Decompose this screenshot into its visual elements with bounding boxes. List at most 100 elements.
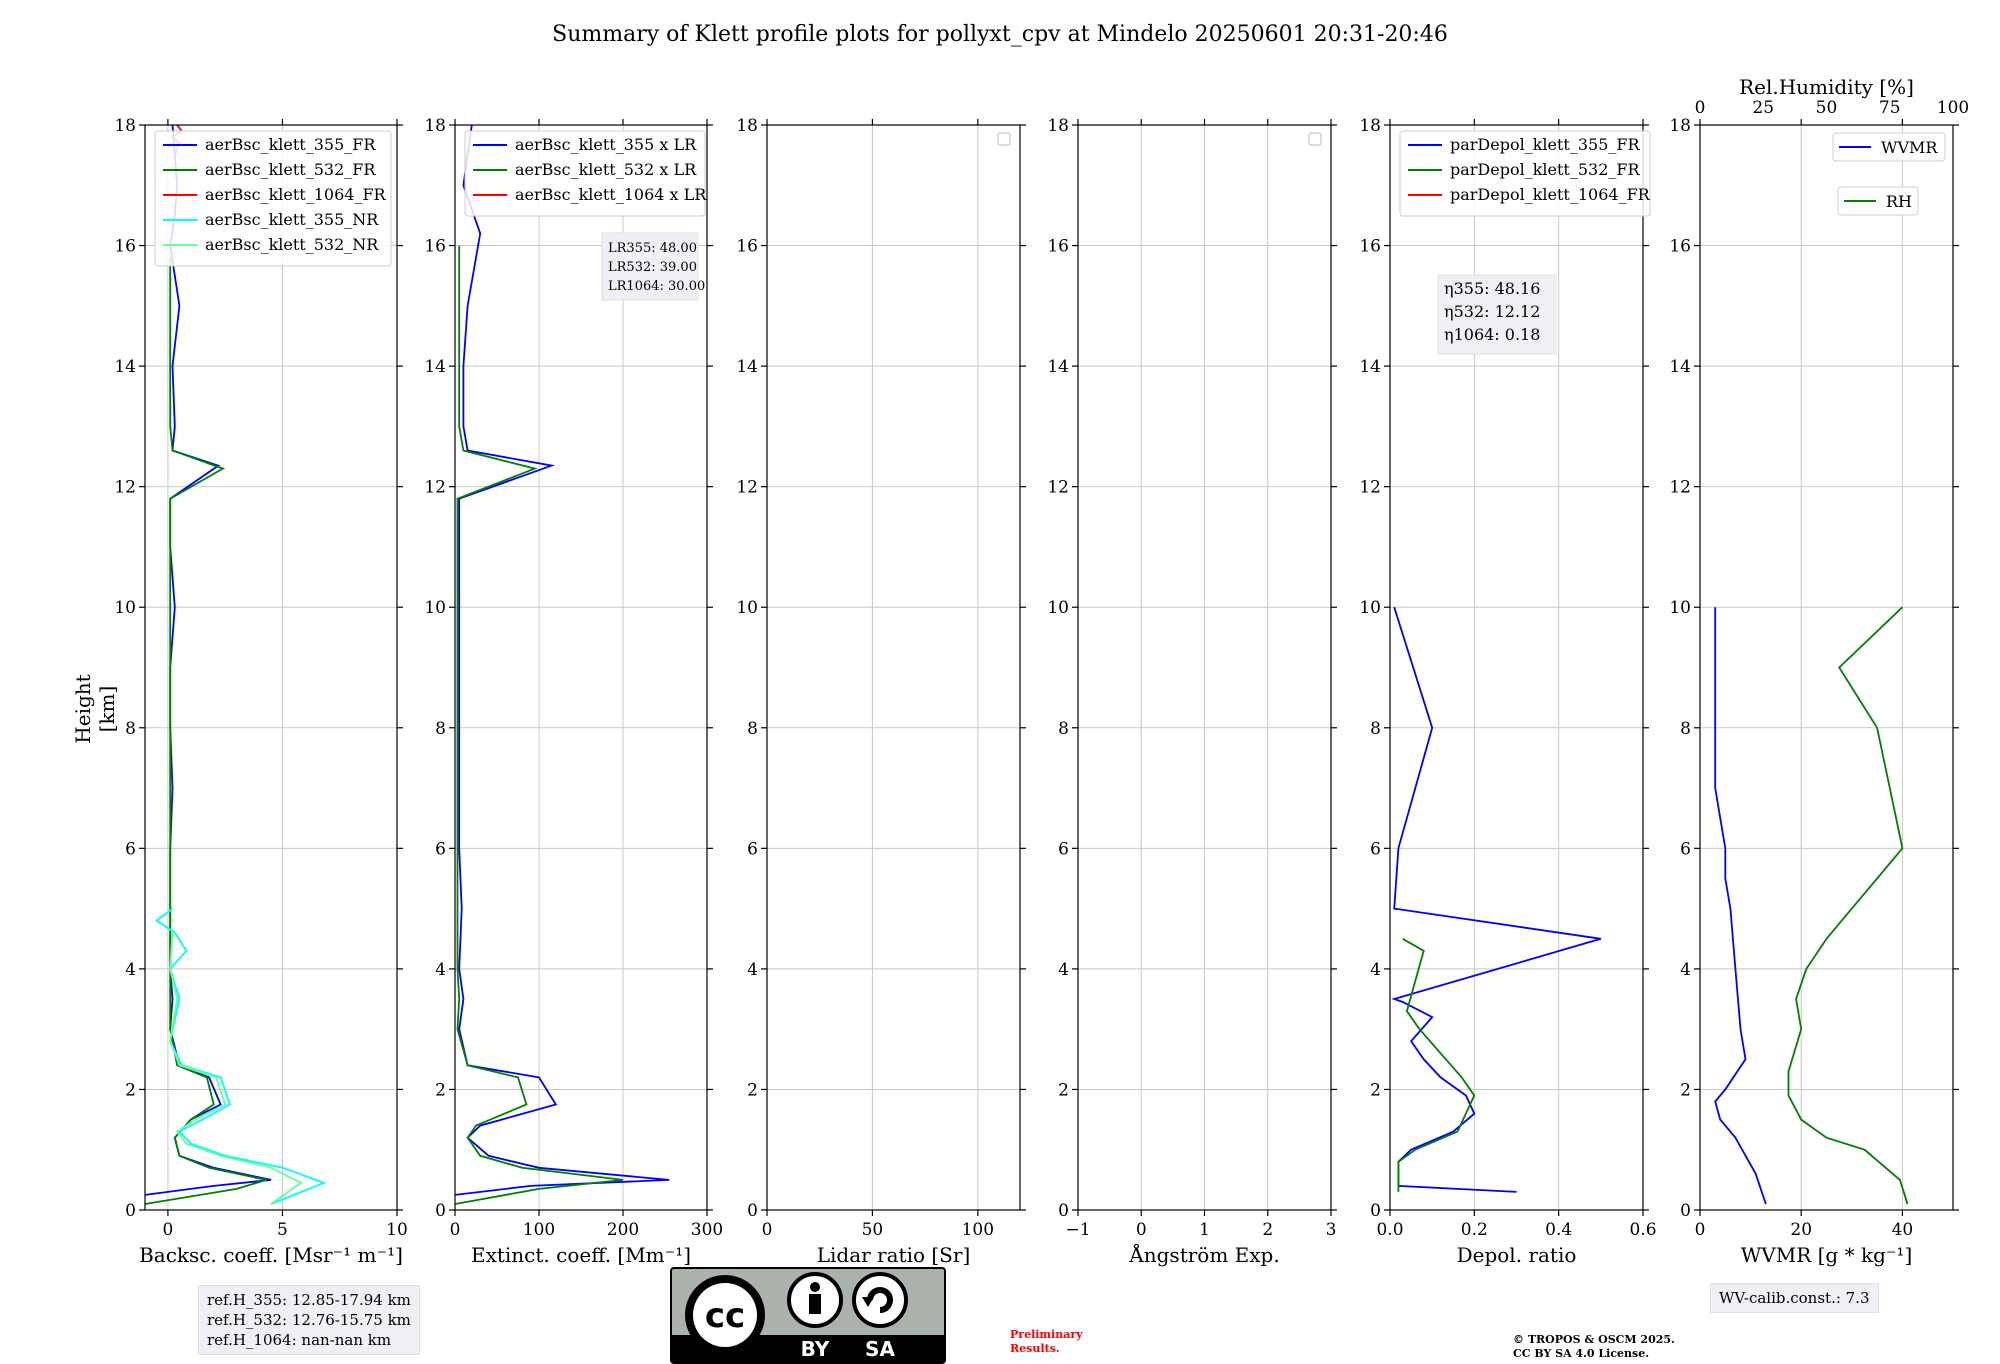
y-tick-label: 6 bbox=[435, 839, 446, 859]
ref-h-1064: ref.H_1064: nan-nan km bbox=[207, 1331, 392, 1349]
y-tick-label: 18 bbox=[1359, 116, 1381, 136]
legend-label: parDepol_klett_532_FR bbox=[1450, 160, 1641, 179]
y-tick-label: 10 bbox=[114, 598, 136, 618]
x2-tick-label: 0 bbox=[1695, 98, 1706, 118]
annotation-text: LR355: 48.00 bbox=[608, 241, 697, 256]
copyright-line-1: © TROPOS & OSCM 2025. bbox=[1513, 1333, 1675, 1346]
series-line bbox=[145, 257, 267, 1205]
series-line bbox=[1391, 606, 1602, 1193]
x2-tick-label: 100 bbox=[1937, 98, 1969, 118]
y-tick-label: 10 bbox=[1047, 598, 1069, 618]
x-axis-label: Extinct. coeff. [Mm⁻¹] bbox=[471, 1243, 691, 1267]
x-axis-label: Backsc. coeff. [Msr⁻¹ m⁻¹] bbox=[139, 1243, 403, 1267]
x-tick-label: 0.6 bbox=[1629, 1220, 1656, 1240]
y-tick-label: 18 bbox=[736, 116, 758, 136]
x-tick-label: −1 bbox=[1065, 1220, 1090, 1240]
x2-tick-label: 50 bbox=[1816, 98, 1838, 118]
legend-box bbox=[464, 130, 706, 217]
annotation-text: LR1064: 30.00 bbox=[608, 279, 705, 294]
x-tick-label: 3 bbox=[1326, 1220, 1337, 1240]
empty-legend bbox=[1308, 132, 1322, 146]
legend-label: aerBsc_klett_1064 x LR bbox=[515, 185, 707, 204]
series-line bbox=[455, 245, 624, 1205]
y-tick-label: 4 bbox=[1370, 960, 1381, 980]
y-tick-label: 4 bbox=[125, 960, 136, 980]
series-line bbox=[1714, 607, 1767, 1205]
cc-by-text: BY bbox=[801, 1337, 830, 1361]
annotation-text: η1064: 0.18 bbox=[1444, 325, 1540, 344]
x-axis-label: WVMR [g * kg⁻¹] bbox=[1741, 1243, 1913, 1267]
legend-box bbox=[1399, 130, 1651, 217]
y-tick-label: 12 bbox=[1669, 478, 1691, 498]
legend-label: aerBsc_klett_355_FR bbox=[205, 135, 376, 154]
x-tick-label: 0.2 bbox=[1461, 1220, 1488, 1240]
y-tick-label: 14 bbox=[1669, 357, 1691, 377]
series-line bbox=[169, 932, 303, 1205]
y-tick-label: 2 bbox=[1058, 1080, 1069, 1100]
x-tick-label: 300 bbox=[691, 1220, 723, 1240]
panel-lidar-ratio: 0 2 4 6 8 10 12 14 16 18 0 50 100 Lidar ratio [Sr] bbox=[736, 116, 1026, 1267]
x-tick-label: 0 bbox=[762, 1220, 773, 1240]
x2-axis-label: Rel.Humidity [%] bbox=[1739, 75, 1914, 99]
y-tick-label: 10 bbox=[1359, 598, 1381, 618]
copyright-note: © TROPOS & OSCM 2025. CC BY SA 4.0 Licen… bbox=[1513, 1333, 1675, 1361]
y-tick-label: 16 bbox=[1669, 237, 1691, 257]
y-tick-label: 12 bbox=[424, 478, 446, 498]
x-tick-label: 0.4 bbox=[1545, 1220, 1572, 1240]
y-tick-label: 0 bbox=[1058, 1201, 1069, 1221]
y-tick-label: 16 bbox=[114, 237, 136, 257]
panel-backscatter: 0 2 4 6 8 10 12 14 16 18 0 5 10 Backsc. coeff. [Msr⁻¹… bbox=[114, 116, 407, 1267]
y-tick-label: 12 bbox=[1047, 478, 1069, 498]
x-tick-label: 0.0 bbox=[1376, 1220, 1403, 1240]
figure-title: Summary of Klett profile plots for polly… bbox=[552, 22, 1448, 47]
y-tick-label: 2 bbox=[1370, 1080, 1381, 1100]
ref-h-355: ref.H_355: 12.85-17.94 km bbox=[207, 1291, 411, 1309]
svg-text:cc: cc bbox=[705, 1296, 745, 1336]
y-tick-label: 2 bbox=[435, 1080, 446, 1100]
y-tick-label: 6 bbox=[1058, 839, 1069, 859]
y-tick-label: 16 bbox=[1047, 237, 1069, 257]
y-tick-label: 16 bbox=[1359, 237, 1381, 257]
y-tick-label: 14 bbox=[736, 357, 758, 377]
copyright-line-2: CC BY SA 4.0 License. bbox=[1513, 1347, 1650, 1360]
y-tick-label: 10 bbox=[736, 598, 758, 618]
y-tick-label: 10 bbox=[424, 598, 446, 618]
legend-label: aerBsc_klett_1064_FR bbox=[205, 185, 387, 204]
y-tick-label: 18 bbox=[1669, 116, 1691, 136]
y-tick-label: 4 bbox=[1680, 960, 1691, 980]
y-tick-label: 2 bbox=[1680, 1080, 1691, 1100]
wv-calib-box: WV-calib.const.: 7.3 bbox=[1710, 1283, 1879, 1313]
x-tick-label: 0 bbox=[162, 1220, 173, 1240]
x-tick-label: 100 bbox=[523, 1220, 555, 1240]
y-tick-label: 10 bbox=[1669, 598, 1691, 618]
legend-label: aerBsc_klett_532 x LR bbox=[515, 160, 697, 179]
legend-label: aerBsc_klett_532_NR bbox=[205, 235, 379, 254]
x-tick-label: 0 bbox=[450, 1220, 461, 1240]
annotation-box bbox=[601, 232, 699, 301]
y-tick-label: 2 bbox=[125, 1080, 136, 1100]
y-tick-label: 8 bbox=[747, 719, 758, 739]
axes-frame bbox=[1699, 124, 1954, 1211]
axes-frame bbox=[144, 124, 398, 1211]
y-tick-label: 18 bbox=[114, 116, 136, 136]
x-tick-label: 1 bbox=[1199, 1220, 1210, 1240]
axes-frame bbox=[454, 124, 708, 1211]
y-tick-label: 4 bbox=[1058, 960, 1069, 980]
annotation-text: LR532: 39.00 bbox=[608, 260, 697, 275]
axes-frame bbox=[1389, 124, 1644, 1211]
y-tick-label: 4 bbox=[435, 960, 446, 980]
y-tick-label: 8 bbox=[1680, 719, 1691, 739]
y-tick-label: 2 bbox=[747, 1080, 758, 1100]
legend-label: parDepol_klett_1064_FR bbox=[1450, 185, 1651, 204]
x-tick-label: 0 bbox=[1695, 1220, 1706, 1240]
x2-tick-label: 25 bbox=[1752, 98, 1774, 118]
x-tick-label: 50 bbox=[862, 1220, 884, 1240]
x-tick-label: 0 bbox=[1136, 1220, 1147, 1240]
y-tick-label: 18 bbox=[424, 116, 446, 136]
y-tick-label: 0 bbox=[1370, 1201, 1381, 1221]
x-tick-label: 20 bbox=[1790, 1220, 1812, 1240]
